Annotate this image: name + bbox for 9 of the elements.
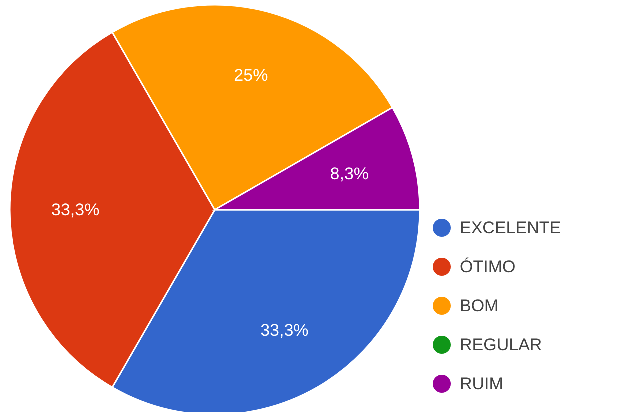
legend-label: EXCELENTE [460, 218, 562, 238]
legend-label: BOM [460, 296, 499, 316]
legend-label: REGULAR [460, 336, 542, 354]
data-label: 8,3% [330, 164, 370, 184]
data-label: 33,3% [52, 200, 100, 220]
data-label: 25% [234, 66, 268, 85]
legend-label: ÓTIMO [460, 258, 516, 276]
legend-label: RUIM [460, 374, 504, 394]
data-label: 33,3% [260, 321, 309, 340]
